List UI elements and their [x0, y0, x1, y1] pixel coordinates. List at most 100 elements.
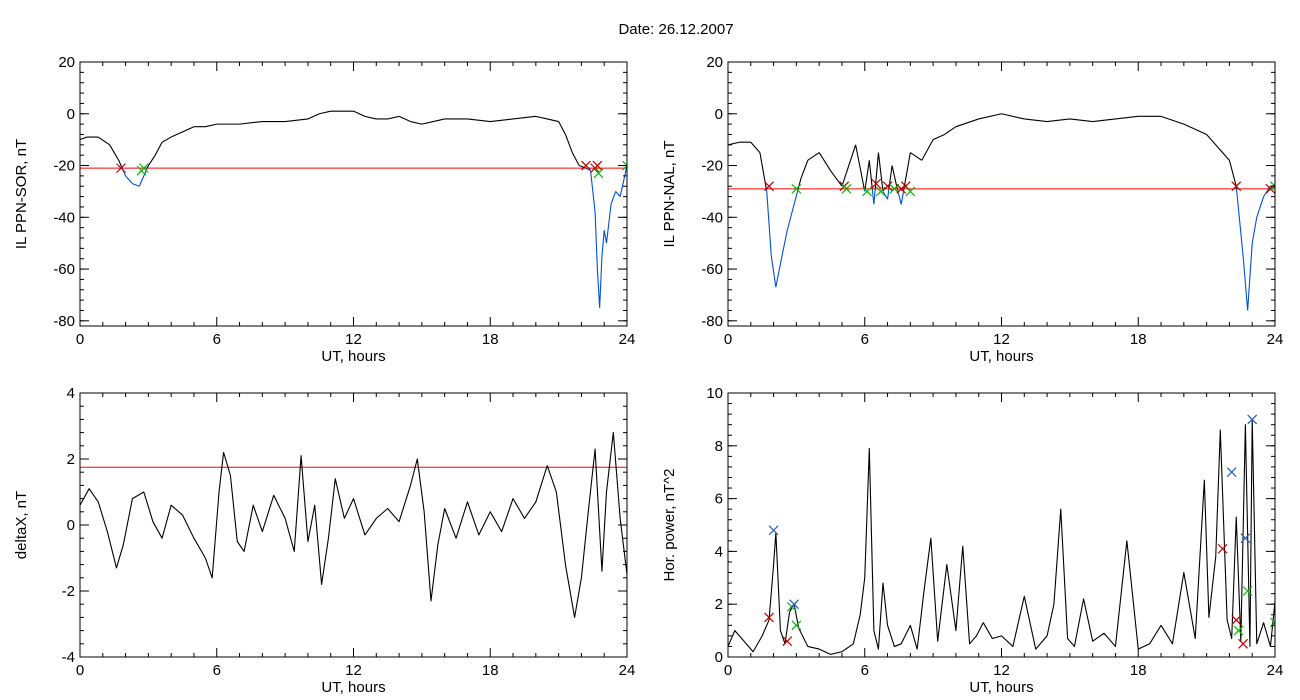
x-tick-label: 24 — [1267, 662, 1284, 679]
marker-green-4 — [841, 183, 852, 194]
plot-frame — [727, 61, 1276, 327]
y-tick-label: 0 — [715, 649, 723, 666]
y-tick-label: -80 — [701, 313, 723, 330]
y-tick-label: 4 — [67, 385, 75, 402]
x-tick-label: 12 — [993, 331, 1010, 348]
x-tick-label: 12 — [993, 662, 1010, 679]
marker-green-6 — [791, 620, 802, 631]
x-axis-label: UT, hours — [969, 679, 1033, 696]
series-line — [728, 113, 1275, 190]
y-tick-label: 0 — [67, 106, 75, 123]
plot-frame — [79, 61, 628, 327]
marker-red-1 — [764, 612, 774, 623]
marker-red-9 — [1231, 615, 1242, 625]
series-line — [728, 418, 1275, 655]
marker-red-8 — [882, 181, 893, 192]
y-tick-label: -20 — [701, 158, 723, 175]
x-tick-label: 18 — [1130, 662, 1147, 679]
series-line — [80, 110, 627, 169]
plot-frame — [79, 392, 628, 658]
y-tick-label: 0 — [715, 106, 723, 123]
y-tick-label: -4 — [62, 649, 75, 666]
x-axis-label: UT, hours — [969, 348, 1033, 365]
marker-red-10 — [896, 183, 907, 194]
marker-green-12 — [905, 186, 916, 197]
chart-panel-3: 0 6 12 18 24 4 2 0 -2 -4 UT, hours deltaX, nT — [13, 385, 635, 696]
marker-green-3 — [138, 163, 149, 174]
marker-red-6 — [871, 178, 882, 189]
marker-green-7 — [593, 168, 604, 179]
plot-frame — [727, 392, 1276, 658]
x-tick-label: 24 — [619, 331, 636, 348]
marker-red-4 — [581, 160, 591, 171]
x-tick-label: 24 — [619, 662, 636, 679]
x-tick-label: 12 — [345, 662, 362, 679]
marker-red-11 — [1238, 638, 1249, 649]
y-tick-label: 20 — [58, 54, 75, 71]
marker-green-15 — [1270, 181, 1275, 192]
series-line-below-threshold — [121, 167, 627, 308]
y-tick-label: 20 — [706, 54, 723, 71]
marker-green-10 — [1233, 625, 1244, 636]
marker-red-7 — [1217, 543, 1228, 554]
plot-area — [728, 113, 1275, 311]
x-tick-label: 18 — [482, 331, 499, 348]
marker-red-1 — [764, 181, 774, 192]
y-axis-label: deltaX, nT — [13, 491, 30, 559]
x-tick-label: 0 — [724, 662, 732, 679]
marker-green-7 — [875, 186, 886, 197]
chart-panel-1: 0 6 12 18 24 20 0 -20 -40 -60 -80 UT, hours IL PPN-S… — [13, 54, 635, 365]
y-tick-label: -60 — [53, 261, 75, 278]
y-axis-label: IL PPN-NAL, nT — [661, 141, 678, 248]
chart-panel-4: 0 6 12 18 24 10 8 6 4 2 0 UT, hours Hor. power, nT^2 — [661, 385, 1283, 696]
y-tick-label: 6 — [715, 491, 723, 508]
series-line-below-threshold — [765, 188, 1270, 311]
marker-red-1 — [116, 163, 126, 174]
x-tick-label: 6 — [861, 331, 869, 348]
x-axis-label: UT, hours — [321, 348, 385, 365]
series-line — [80, 432, 627, 618]
y-tick-label: -40 — [53, 209, 75, 226]
y-tick-label: -80 — [53, 313, 75, 330]
y-tick-label: 4 — [715, 543, 723, 560]
plot-area — [728, 414, 1275, 655]
x-tick-label: 6 — [861, 662, 869, 679]
x-tick-label: 0 — [724, 331, 732, 348]
marker-blue-8 — [1226, 467, 1237, 478]
y-tick-label: 10 — [706, 385, 723, 402]
x-tick-label: 0 — [76, 662, 84, 679]
x-tick-label: 18 — [482, 662, 499, 679]
y-axis-label: IL PPN-SOR, nT — [13, 139, 30, 249]
plot-area — [80, 432, 627, 618]
marker-blue-14 — [1247, 414, 1258, 425]
y-tick-label: 2 — [715, 596, 723, 613]
x-tick-label: 12 — [345, 331, 362, 348]
y-tick-label: 0 — [67, 517, 75, 534]
y-tick-label: -40 — [701, 209, 723, 226]
x-tick-label: 6 — [213, 662, 221, 679]
marker-blue-12 — [1240, 533, 1251, 544]
x-tick-label: 18 — [1130, 331, 1147, 348]
y-tick-label: -60 — [701, 261, 723, 278]
marker-green-2 — [791, 183, 802, 194]
marker-red-3 — [782, 636, 793, 647]
y-tick-label: 8 — [715, 438, 723, 455]
marker-green-8 — [622, 160, 627, 171]
marker-blue-2 — [768, 525, 779, 536]
marker-green-5 — [862, 186, 872, 197]
y-axis-label: Hor. power, nT^2 — [661, 469, 678, 582]
x-tick-label: 24 — [1267, 331, 1284, 348]
figure-title: Date: 26.12.2007 — [618, 21, 733, 38]
x-tick-label: 0 — [76, 331, 84, 348]
y-tick-label: -20 — [53, 158, 75, 175]
x-axis-label: UT, hours — [321, 679, 385, 696]
chart-panel-2: 0 6 12 18 24 20 0 -20 -40 -60 -80 UT, hours IL PPN-N… — [661, 54, 1283, 365]
marker-green-13 — [1242, 586, 1253, 596]
marker-red-13 — [1231, 181, 1242, 192]
plot-area — [80, 110, 627, 308]
x-tick-label: 6 — [213, 331, 221, 348]
y-tick-label: -2 — [62, 583, 75, 600]
y-tick-label: 2 — [67, 451, 75, 468]
